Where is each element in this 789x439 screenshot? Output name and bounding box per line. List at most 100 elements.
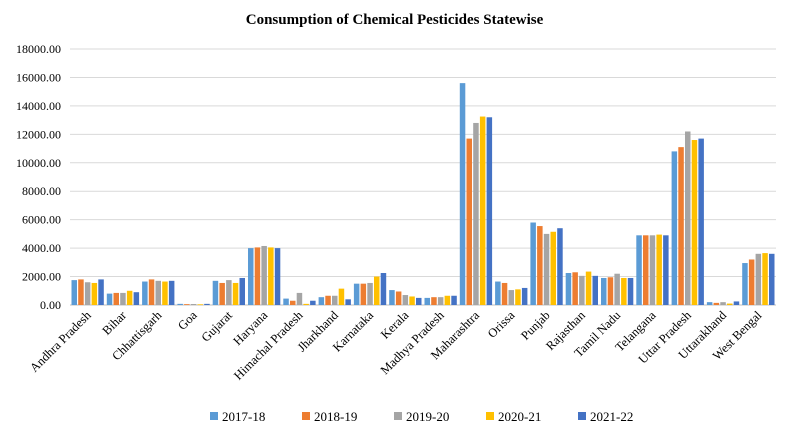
bar (614, 273, 620, 305)
bar (685, 131, 691, 305)
y-tick-label: 14000.00 (16, 99, 61, 113)
x-category-label: Bihar (100, 308, 130, 338)
legend-label: 2017-18 (222, 409, 265, 424)
bar (706, 302, 713, 305)
bar (663, 235, 669, 305)
y-tick-label: 12000.00 (16, 127, 61, 141)
bar (649, 235, 656, 305)
bar (106, 293, 113, 305)
bar (239, 277, 245, 305)
x-category-label: Kerala (378, 308, 412, 342)
bar (303, 303, 309, 305)
x-category-label: Goa (175, 308, 200, 333)
bar (748, 259, 755, 305)
y-tick-label: 6000.00 (22, 213, 61, 227)
bar (607, 277, 614, 305)
bar (459, 83, 466, 305)
bar (424, 297, 430, 305)
bar (508, 290, 514, 305)
bar (197, 304, 203, 306)
bar (155, 280, 161, 305)
bar (254, 247, 261, 305)
y-axis-tick-labels: 0.00 2000.00 4000.00 6000.00 8000.00 10000.00… (16, 42, 61, 312)
legend-swatch (578, 412, 586, 420)
bar (353, 283, 360, 305)
bar (184, 304, 190, 305)
bar (325, 295, 331, 305)
bar (643, 235, 649, 305)
legend-swatch (210, 412, 218, 420)
bar (374, 276, 380, 305)
bar (268, 247, 274, 305)
bar (431, 297, 437, 305)
bar (572, 272, 578, 305)
bar (742, 263, 748, 305)
bar (91, 282, 98, 305)
bar (557, 228, 563, 305)
bar (283, 298, 289, 305)
bar (486, 117, 493, 306)
bar (727, 303, 733, 305)
y-tick-label: 18000.00 (16, 42, 61, 56)
bar (98, 279, 104, 305)
bar (755, 253, 762, 305)
bar (720, 302, 726, 305)
bar (543, 233, 550, 305)
bar (515, 289, 521, 305)
bar (402, 295, 409, 305)
y-tick-label: 4000.00 (22, 241, 61, 255)
bar (678, 147, 684, 305)
bar (691, 140, 698, 305)
legend-label: 2019-20 (406, 409, 449, 424)
bar (698, 138, 704, 305)
bar (345, 299, 351, 305)
bar (437, 297, 444, 305)
legend-label: 2021-22 (590, 409, 633, 424)
bar (579, 275, 585, 305)
bar (148, 279, 155, 305)
bar (656, 234, 662, 305)
bar (451, 295, 457, 305)
chart-title: Consumption of Chemical Pesticides State… (246, 12, 544, 28)
bar (71, 280, 77, 305)
bar (409, 296, 415, 305)
bar (332, 295, 338, 305)
bar (296, 292, 303, 305)
legend-swatch (486, 412, 494, 420)
bar (318, 297, 325, 305)
bar (204, 303, 210, 305)
bar (473, 122, 479, 305)
bar (162, 281, 168, 305)
bar (190, 304, 197, 305)
x-category-label: Gujarat (199, 308, 236, 345)
y-tick-label: 8000.00 (22, 184, 61, 198)
legend-label: 2018-19 (314, 409, 357, 424)
bar (219, 282, 225, 305)
bar (310, 300, 316, 305)
x-category-label: Andhra Pradesh (27, 308, 94, 375)
y-tick-label: 10000.00 (16, 156, 61, 170)
bar (671, 151, 678, 305)
bar (733, 301, 740, 305)
bar (521, 287, 528, 305)
bar (592, 275, 598, 305)
legend-swatch (394, 412, 402, 420)
bar (565, 273, 572, 305)
y-tick-label: 2000.00 (22, 270, 61, 284)
legend: 2017-18 2018-19 2019-20 2020-21 2021-22 (210, 409, 633, 424)
bar (290, 300, 296, 305)
bar (416, 297, 422, 305)
y-tick-label: 0.00 (40, 298, 61, 312)
bar (444, 295, 451, 305)
bar (226, 280, 232, 305)
bar (537, 226, 543, 305)
bar (585, 271, 592, 305)
bar (769, 253, 775, 305)
bar (78, 279, 84, 305)
bar (274, 248, 281, 305)
y-tick-label: 16000.00 (16, 70, 61, 84)
bar (168, 280, 175, 305)
bar (380, 273, 387, 305)
